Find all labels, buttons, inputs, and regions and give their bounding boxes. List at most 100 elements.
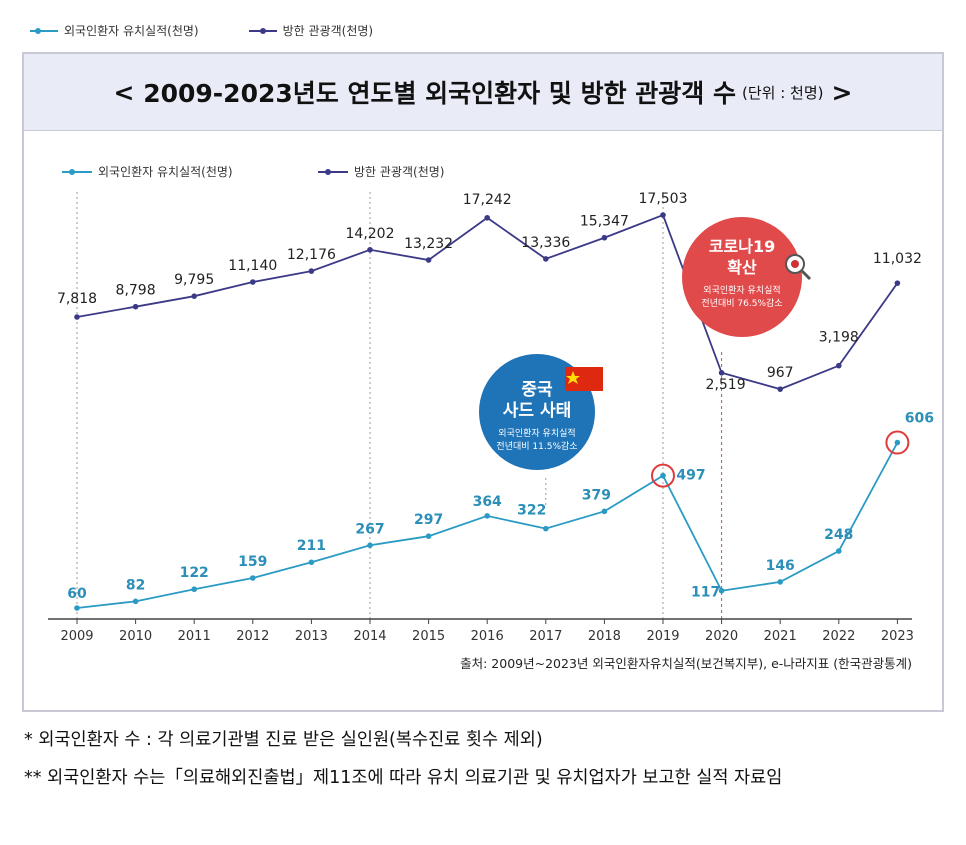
legend-line-icon	[248, 27, 277, 34]
data-point	[894, 439, 901, 446]
data-label: 13,336	[521, 235, 570, 251]
covid-annotation-text: 외국인환자 유치실적	[703, 284, 780, 296]
data-point	[718, 369, 725, 376]
x-tick-label: 2016	[471, 629, 504, 644]
data-point	[836, 362, 842, 369]
x-tick-label: 2018	[588, 629, 621, 644]
data-point	[601, 508, 608, 515]
data-label: 146	[766, 558, 795, 574]
footnote-text: 외국인환자 수 : 각 의료기관별 진료 받은 실인원(복수진료 횟수 제외)	[38, 730, 543, 750]
title-close-bracket: >	[831, 77, 853, 107]
flag-star-icon	[566, 371, 580, 384]
highlight-circle	[885, 430, 910, 455]
x-tick-label: 2020	[705, 629, 738, 644]
data-point	[250, 279, 256, 285]
data-point	[836, 548, 842, 554]
data-label: 497	[676, 468, 705, 484]
data-label: 11,140	[228, 258, 277, 274]
title-open-bracket: <	[113, 77, 135, 107]
chart-unit: (단위 : 천명)	[741, 83, 824, 102]
data-label: 13,232	[404, 236, 453, 252]
x-tick-label: 2010	[119, 629, 152, 644]
data-point	[660, 472, 666, 479]
data-label: 379	[582, 487, 611, 503]
top-legend-label: 방한 관광객(천명)	[282, 24, 374, 38]
patients-series-line	[76, 442, 899, 609]
footnote-2: ** 외국인환자 수는「의료해외진출법」제11조에 따라 유치 의료기관 및 유…	[24, 764, 782, 789]
x-tick-label: 2013	[295, 629, 328, 644]
top-legend: 외국인환자 유치실적(천명) 방한 관광객(천명)	[30, 22, 373, 39]
chart-title: 2009-2023년도 연도별 외국인환자 및 방한 관광객 수	[143, 79, 736, 108]
top-legend-label: 외국인환자 유치실적(천명)	[64, 24, 199, 38]
data-point	[543, 256, 549, 262]
data-point	[308, 268, 315, 274]
covid-annotation-text: 코로나19	[709, 237, 775, 256]
data-label: 967	[767, 365, 794, 381]
data-point	[308, 559, 315, 566]
china-annotation-text: 사드 사태	[503, 401, 571, 421]
data-label: 3,198	[819, 330, 859, 346]
data-label: 11,032	[873, 251, 922, 267]
data-point	[660, 212, 666, 218]
x-tick-label: 2017	[529, 629, 562, 644]
virus-icon	[791, 260, 799, 268]
data-label: 15,347	[580, 214, 629, 230]
china-annotation-text: 외국인환자 유치실적	[498, 427, 575, 439]
x-tick-label: 2014	[353, 629, 386, 644]
data-point	[777, 579, 783, 585]
data-label: 364	[473, 494, 502, 510]
data-label: 606	[905, 411, 934, 427]
data-point	[484, 214, 491, 221]
data-label: 248	[824, 527, 853, 543]
legend-label: 외국인환자 유치실적(천명)	[98, 164, 233, 179]
x-tick-label: 2022	[822, 629, 855, 644]
footnote-text: 외국인환자 수는「의료해외진출법」제11조에 따라 유치 의료기관 및 유치업자…	[47, 768, 783, 788]
x-tick-label: 2019	[646, 629, 679, 644]
data-label: 159	[238, 554, 267, 570]
data-point	[425, 257, 432, 263]
data-label: 7,818	[57, 291, 97, 307]
x-tick-label: 2021	[764, 629, 797, 644]
chart-source: 출처: 2009년~2023년 외국인환자유치실적(보건복지부), e-나라지표…	[460, 656, 912, 671]
top-legend-item-patients: 외국인환자 유치실적(천명)	[30, 22, 199, 39]
legend-marker	[69, 169, 75, 175]
covid-annotation-text: 확산	[727, 258, 757, 277]
data-point	[894, 280, 901, 286]
data-label: 117	[691, 585, 720, 601]
x-tick-label: 2009	[60, 629, 93, 644]
data-label: 122	[180, 565, 209, 581]
data-point	[74, 314, 80, 320]
data-label: 12,176	[287, 247, 336, 263]
data-point	[367, 246, 373, 253]
china-annotation-text: 중국	[521, 380, 553, 400]
data-point	[250, 575, 256, 581]
highlight-circle	[651, 463, 675, 488]
data-label: 267	[355, 521, 384, 537]
data-point	[74, 605, 80, 611]
chart-frame: < 2009-2023년도 연도별 외국인환자 및 방한 관광객 수 (단위 :…	[22, 52, 944, 712]
data-label: 2,519	[706, 377, 746, 393]
data-label: 211	[297, 538, 326, 554]
magnifier-handle-icon	[800, 269, 812, 281]
data-point	[132, 598, 139, 605]
data-point	[191, 293, 197, 299]
data-point	[132, 303, 139, 310]
legend-label: 방한 관광객(천명)	[354, 164, 444, 179]
data-point	[601, 234, 608, 241]
footnote-mark: **	[24, 768, 42, 788]
data-label: 322	[517, 503, 546, 519]
data-point	[777, 386, 783, 392]
data-point	[191, 586, 197, 593]
data-label: 82	[126, 577, 145, 593]
legend-marker	[325, 169, 331, 175]
chart-title-bar: < 2009-2023년도 연도별 외국인환자 및 방한 관광객 수 (단위 :…	[24, 54, 942, 131]
footnote-mark: *	[24, 730, 33, 750]
x-tick-label: 2023	[881, 629, 914, 644]
x-tick-label: 2015	[412, 629, 445, 644]
data-point	[367, 542, 373, 549]
data-point	[425, 533, 432, 539]
data-point	[543, 525, 549, 532]
data-label: 297	[414, 512, 443, 528]
data-label: 17,242	[463, 192, 512, 208]
